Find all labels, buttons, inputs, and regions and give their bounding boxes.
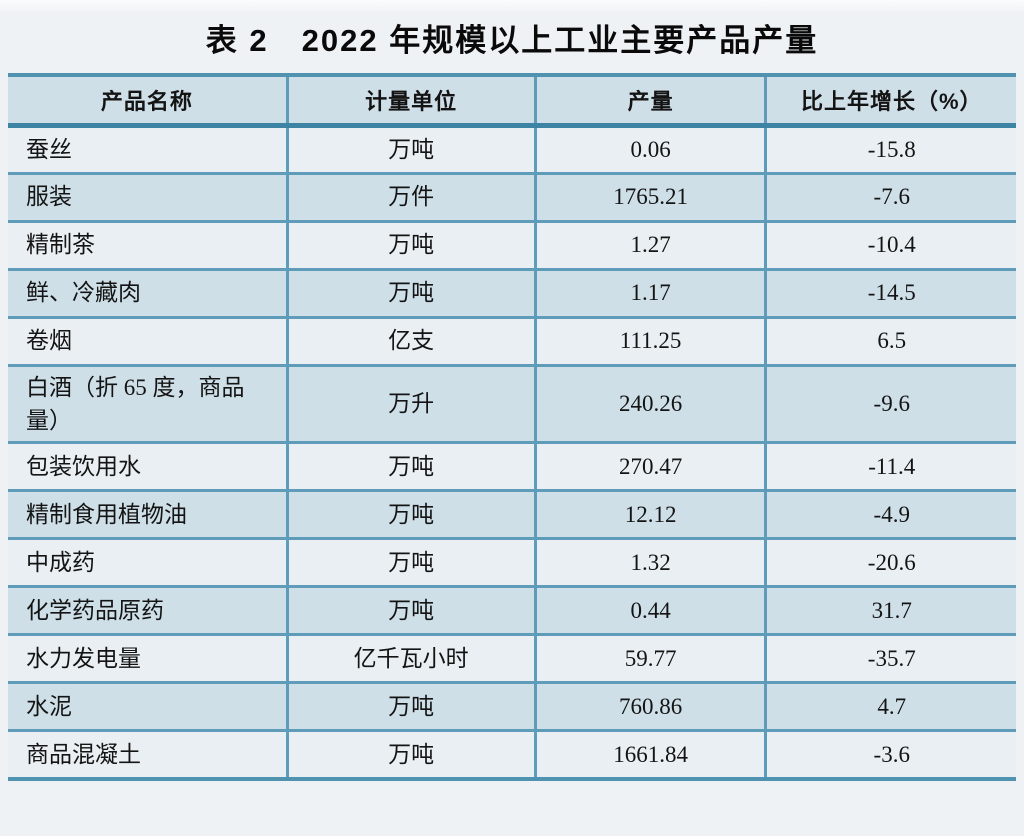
cell-product-name: 精制食用植物油: [8, 490, 289, 541]
cell-output: 1.27: [535, 221, 768, 271]
table-header: 产品名称 计量单位 产量 比上年增长（%）: [8, 75, 1016, 128]
cell-unit: 万吨: [287, 269, 537, 319]
cell-growth: -4.9: [765, 490, 1016, 541]
cell-product-name: 水力发电量: [8, 634, 289, 685]
industrial-products-table: 产品名称 计量单位 产量 比上年增长（%） 蚕丝 万吨 0.06 -15.8 服…: [8, 73, 1016, 781]
cell-growth: -20.6: [765, 538, 1016, 589]
cell-unit: 万吨: [287, 221, 537, 271]
cell-product-name: 服装: [8, 173, 289, 223]
table-row: 卷烟 亿支 111.25 6.5: [8, 317, 1016, 367]
cell-product-name: 水泥: [8, 682, 289, 733]
cell-growth: 6.5: [765, 317, 1016, 367]
table-row: 水泥 万吨 760.86 4.7: [8, 682, 1016, 733]
table-row: 白酒（折 65 度，商品量） 万升 240.26 -9.6: [8, 365, 1016, 445]
cell-unit: 万吨: [287, 442, 537, 493]
cell-product-name: 卷烟: [8, 317, 289, 367]
cell-unit: 万升: [287, 365, 537, 445]
cell-output: 59.77: [535, 634, 768, 685]
cell-output: 111.25: [535, 317, 768, 367]
cell-growth: -35.7: [765, 634, 1016, 685]
cell-output: 1765.21: [535, 173, 768, 223]
cell-output: 1661.84: [535, 730, 768, 779]
column-header-product: 产品名称: [8, 75, 289, 128]
cell-growth: -10.4: [765, 221, 1016, 271]
column-header-growth: 比上年增长（%）: [765, 75, 1016, 128]
cell-growth: -7.6: [765, 173, 1016, 223]
cell-product-name: 白酒（折 65 度，商品量）: [8, 365, 289, 445]
cell-unit: 万件: [287, 173, 537, 223]
table-row: 包装饮用水 万吨 270.47 -11.4: [8, 442, 1016, 493]
cell-growth: -3.6: [765, 730, 1016, 779]
cell-unit: 万吨: [287, 490, 537, 541]
cell-growth: -14.5: [765, 269, 1016, 319]
table-row: 服装 万件 1765.21 -7.6: [8, 173, 1016, 223]
cell-growth: 4.7: [765, 682, 1016, 733]
cell-unit: 亿千瓦小时: [287, 634, 537, 685]
cell-product-name: 鲜、冷藏肉: [8, 269, 289, 319]
column-header-output: 产量: [535, 75, 768, 128]
table-row: 水力发电量 亿千瓦小时 59.77 -35.7: [8, 634, 1016, 685]
cell-unit: 万吨: [287, 586, 537, 637]
cell-unit: 万吨: [287, 730, 537, 779]
table-row: 商品混凝土 万吨 1661.84 -3.6: [8, 730, 1016, 779]
table-row: 鲜、冷藏肉 万吨 1.17 -14.5: [8, 269, 1016, 319]
table-row: 精制茶 万吨 1.27 -10.4: [8, 221, 1016, 271]
cell-output: 12.12: [535, 490, 768, 541]
cell-output: 0.44: [535, 586, 768, 637]
table-row: 中成药 万吨 1.32 -20.6: [8, 538, 1016, 589]
cell-product-name: 精制茶: [8, 221, 289, 271]
cell-product-name: 商品混凝土: [8, 730, 289, 779]
cell-product-name: 中成药: [8, 538, 289, 589]
cell-output: 760.86: [535, 682, 768, 733]
cell-unit: 万吨: [287, 538, 537, 589]
cell-output: 1.17: [535, 269, 768, 319]
cell-growth: -15.8: [765, 125, 1016, 175]
table-title: 表 2 2022 年规模以上工业主要产品产量: [205, 23, 819, 58]
cell-output: 1.32: [535, 538, 768, 589]
table-row: 蚕丝 万吨 0.06 -15.8: [8, 125, 1016, 175]
table-row: 化学药品原药 万吨 0.44 31.7: [8, 586, 1016, 637]
cell-output: 240.26: [535, 365, 768, 445]
cell-product-name: 蚕丝: [8, 125, 289, 175]
column-header-unit: 计量单位: [287, 75, 537, 128]
cell-growth: -11.4: [765, 442, 1016, 493]
cell-unit: 万吨: [287, 682, 537, 733]
cell-output: 0.06: [535, 125, 768, 175]
cell-product-name: 化学药品原药: [8, 586, 289, 637]
table-body: 蚕丝 万吨 0.06 -15.8 服装 万件 1765.21 -7.6 精制茶 …: [8, 125, 1016, 779]
cell-growth: -9.6: [765, 365, 1016, 445]
cell-output: 270.47: [535, 442, 768, 493]
cell-product-name: 包装饮用水: [8, 442, 289, 493]
cell-growth: 31.7: [765, 586, 1016, 637]
cell-unit: 万吨: [287, 125, 537, 175]
header-row: 产品名称 计量单位 产量 比上年增长（%）: [8, 75, 1016, 128]
table-row: 精制食用植物油 万吨 12.12 -4.9: [8, 490, 1016, 541]
cell-unit: 亿支: [287, 317, 537, 367]
table-container: 产品名称 计量单位 产量 比上年增长（%） 蚕丝 万吨 0.06 -15.8 服…: [8, 73, 1016, 781]
